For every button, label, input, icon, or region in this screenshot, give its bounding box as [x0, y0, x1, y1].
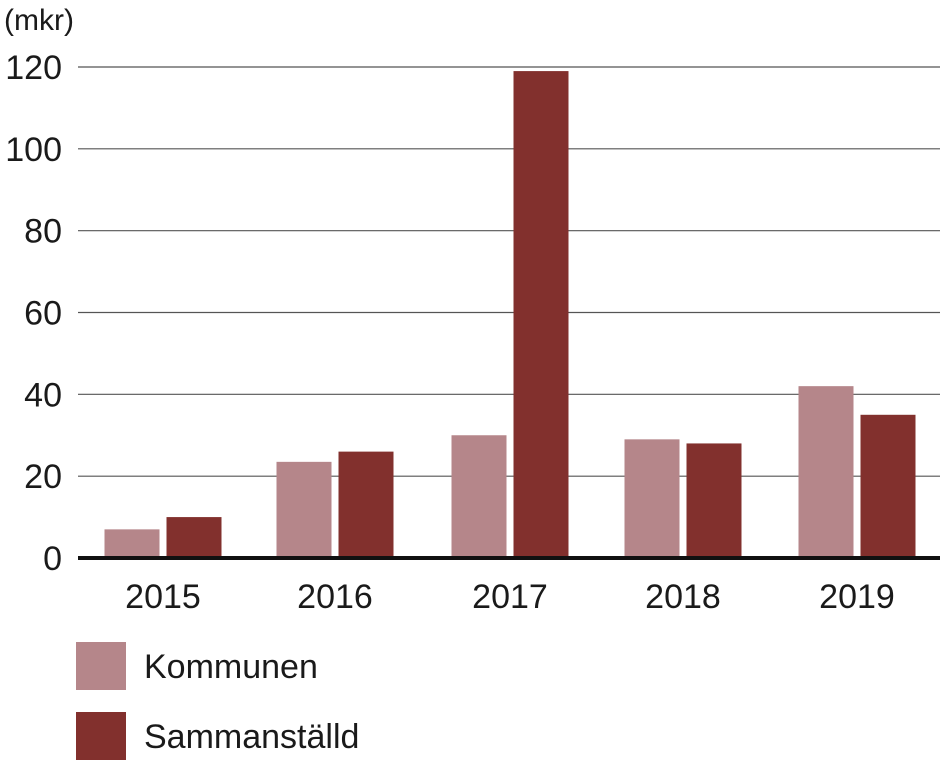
gridlines	[78, 66, 940, 477]
bar-kommunen-2016	[276, 461, 332, 558]
x-tick-label: 2018	[645, 578, 721, 616]
x-tick-label: 2017	[472, 578, 548, 616]
legend-label: Kommunen	[144, 648, 318, 686]
axes: 0 20 40 60 80 100 120 2015 2016 2017 2018 2019	[5, 49, 940, 616]
y-tick-label: 120	[5, 49, 62, 87]
y-tick-label: 0	[43, 540, 62, 578]
y-tick-label: 60	[24, 295, 62, 333]
y-tick-label: 80	[24, 213, 62, 251]
bar-sammanst-lld-2017	[513, 71, 569, 558]
y-tick-label: 40	[24, 376, 62, 414]
x-tick-label: 2015	[125, 578, 201, 616]
bar-sammanst-lld-2015	[166, 517, 222, 558]
legend-label: Sammanställd	[144, 718, 359, 756]
bar-sammanst-lld-2018	[686, 443, 742, 558]
bar-sammanst-lld-2016	[338, 451, 394, 558]
legend-swatch	[76, 642, 126, 690]
bars	[104, 71, 916, 558]
y-tick-label: 100	[5, 131, 62, 169]
bar-sammanst-lld-2019	[860, 414, 916, 558]
bar-kommunen-2019	[798, 386, 854, 558]
legend: Kommunen Sammanställd	[76, 642, 359, 760]
legend-swatch	[76, 712, 126, 760]
bar-kommunen-2015	[104, 529, 160, 558]
x-tick-label: 2016	[297, 578, 373, 616]
y-axis-unit-label: (mkr)	[4, 4, 74, 37]
x-tick-label: 2019	[819, 578, 895, 616]
y-tick-label: 20	[24, 458, 62, 496]
bar-kommunen-2017	[451, 435, 507, 558]
bar-kommunen-2018	[624, 439, 680, 558]
